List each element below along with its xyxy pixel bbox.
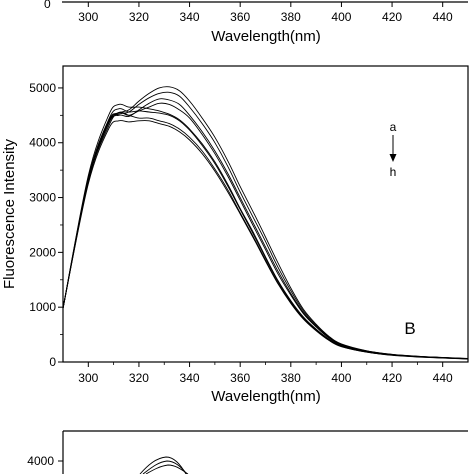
top-x-tick-label: 300	[78, 10, 98, 24]
x-tick-label: 340	[180, 371, 200, 385]
x-tick-label: 320	[129, 371, 149, 385]
y-tick-label: 5000	[29, 81, 56, 95]
x-tick-label: 400	[331, 371, 351, 385]
top-x-tick-label: 420	[382, 10, 402, 24]
legend-arrow-head	[389, 154, 397, 162]
top-x-tick-label: 360	[230, 10, 250, 24]
top-panel-left-fragment: 0	[44, 0, 51, 11]
top-panel: 0 300 320 340 360 380 400 420 440 Wavelength(nm…	[44, 0, 468, 45]
legend-letter-top: a	[390, 120, 397, 134]
panel-b-x-axis-label: Wavelength(nm)	[211, 388, 320, 405]
y-tick-label: 3000	[29, 191, 56, 205]
x-tick-label: 420	[382, 371, 402, 385]
top-panel-x-ticks: 300 320 340 360 380 400 420 440	[78, 2, 453, 24]
panel-b: 300 320 340 360 380 400 420 440 0 1000 2000 3000 40…	[1, 65, 469, 405]
top-x-tick-label: 380	[281, 10, 301, 24]
y-tick-label: 2000	[29, 245, 56, 259]
bottom-panel-curve-3	[145, 464, 189, 474]
y-tick-label: 0	[49, 355, 56, 369]
x-tick-label: 440	[433, 371, 453, 385]
top-x-tick-label: 340	[180, 10, 200, 24]
top-x-tick-label: 320	[129, 10, 149, 24]
x-tick-label: 360	[230, 371, 250, 385]
x-tick-label: 300	[78, 371, 98, 385]
top-panel-x-axis-label: Wavelength(nm)	[211, 28, 320, 45]
top-x-tick-label: 400	[331, 10, 351, 24]
top-x-tick-label: 440	[433, 10, 453, 24]
legend-letter-bottom: h	[390, 165, 397, 179]
y-tick-label: 4000	[29, 136, 56, 150]
spectrum-curve-8	[62, 86, 469, 359]
panel-b-series-group	[62, 86, 469, 360]
y-tick-label: 1000	[29, 300, 56, 314]
bottom-panel-curve-1	[139, 456, 187, 474]
bottom-panel-curve-2	[142, 460, 188, 474]
bottom-panel-y-tick-label: 4000	[27, 454, 54, 468]
panel-b-y-ticks: 0 1000 2000 3000 4000 5000	[29, 81, 63, 369]
x-tick-label: 380	[281, 371, 301, 385]
panel-b-label: B	[404, 319, 415, 338]
panel-b-plot-frame	[62, 65, 469, 363]
panel-b-x-ticks: 300 320 340 360 380 400 420 440	[78, 362, 453, 385]
spectrum-curve-4	[62, 120, 469, 360]
panel-b-y-axis-label: Fluorescence Intensity	[1, 138, 18, 289]
bottom-panel: 4000	[27, 430, 468, 474]
